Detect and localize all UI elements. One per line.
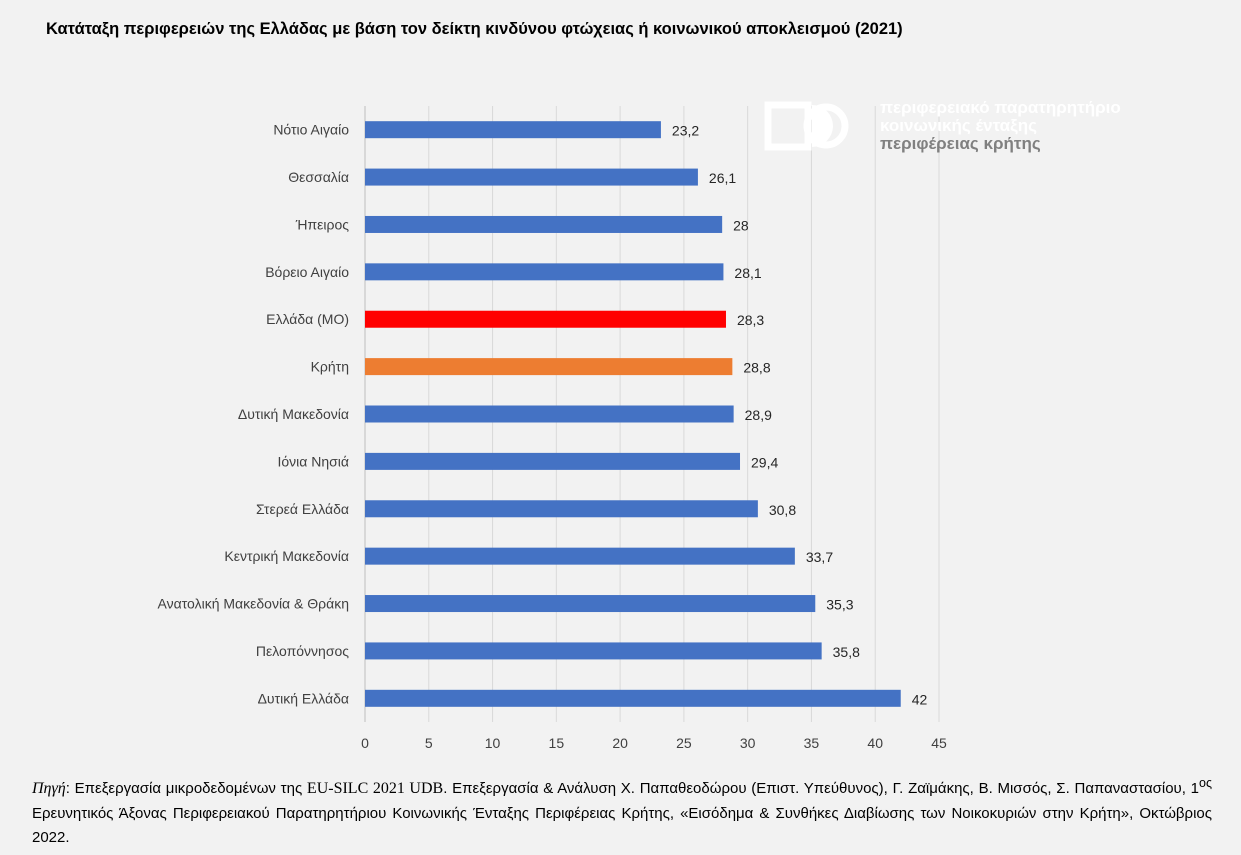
data-label: 26,1	[709, 170, 736, 186]
category-label: Νότιο Αιγαίο	[273, 122, 349, 138]
x-tick-label: 20	[612, 735, 628, 751]
bar	[365, 642, 822, 660]
bar	[365, 310, 726, 328]
logo-circle-mark	[803, 103, 849, 149]
category-label: Ήπειρος	[295, 216, 349, 232]
chart-title: Κατάταξη περιφερειών της Ελλάδας με βάση…	[46, 20, 903, 38]
data-label: 30,8	[769, 502, 796, 518]
data-label: 28,8	[743, 360, 770, 376]
bars	[365, 121, 901, 707]
x-tick-label: 35	[804, 735, 820, 751]
data-label: 35,8	[833, 644, 860, 660]
category-label: Πελοπόννησος	[256, 643, 349, 659]
x-tick-label: 40	[867, 735, 883, 751]
bar	[365, 500, 758, 518]
bar	[365, 121, 661, 139]
category-label: Ιόνια Νησιά	[277, 453, 349, 469]
bar	[365, 405, 734, 423]
bar	[365, 452, 741, 470]
chart-area: περιφερειακό παρατηρητήριο κοινωνικής έν…	[158, 98, 1121, 751]
value-labels: 23,2 26,1 28 28,1 28,3 28,8 28,9 29,4 30,8 33,7 35…	[672, 123, 928, 708]
bar	[365, 168, 698, 186]
logo-square-mark	[764, 101, 812, 151]
x-tick-label: 10	[485, 735, 501, 751]
category-label: Ανατολική Μακεδονία & Θράκη	[158, 596, 349, 612]
logo-line-2: κοινωνικής ένταξης	[880, 116, 1037, 135]
category-label: Θεσσαλία	[288, 169, 349, 185]
data-label: 35,3	[826, 597, 853, 613]
category-label: Δυτική Μακεδονία	[238, 406, 349, 422]
source-superscript: ος	[1199, 776, 1213, 790]
logo-line-3: περιφέρειας κρήτης	[880, 134, 1041, 153]
category-label: Κεντρική Μακεδονία	[224, 548, 349, 564]
data-label: 28	[733, 217, 749, 233]
category-label: Ελλάδα (ΜΟ)	[266, 311, 349, 327]
data-label: 28,9	[745, 407, 772, 423]
data-label: 33,7	[806, 549, 833, 565]
x-tick-label: 15	[549, 735, 565, 751]
source-dataset: EU-SILC 2021 UDB	[306, 780, 444, 797]
source-label: Πηγή	[32, 780, 66, 797]
source-text-2: . Επεξεργασία & Ανάλυση Χ. Παπαθεοδώρου …	[443, 780, 1200, 797]
bar	[365, 358, 733, 376]
bar	[365, 689, 901, 707]
x-axis-ticks: 0 5 10 15 20 25 30 35 40 45	[361, 735, 947, 751]
category-label: Δυτική Ελλάδα	[258, 690, 349, 706]
logo-line-1: περιφερειακό παρατηρητήριο	[880, 98, 1121, 117]
bar	[365, 595, 816, 613]
observatory-logo: περιφερειακό παρατηρητήριο κοινωνικής έν…	[764, 98, 1121, 153]
data-label: 29,4	[751, 454, 778, 470]
x-tick-label: 25	[676, 735, 692, 751]
category-label: Κρήτη	[311, 359, 349, 375]
source-text-1: : Επεξεργασία μικροδεδομένων της	[65, 780, 307, 797]
data-label: 42	[912, 691, 928, 707]
logo-half-circle-mark	[812, 105, 833, 147]
data-label: 28,1	[734, 265, 761, 281]
category-labels: Νότιο Αιγαίο Θεσσαλία Ήπειρος Βόρειο Αιγαίο…	[158, 122, 350, 707]
category-label: Βόρειο Αιγαίο	[265, 264, 349, 280]
source-text-3: Ερευνητικός Άξονας Περιφερειακού Παρατηρ…	[32, 804, 1212, 847]
bar	[365, 215, 723, 233]
x-tick-label: 0	[361, 735, 369, 751]
data-label: 28,3	[737, 312, 764, 328]
category-label: Στερεά Ελλάδα	[256, 501, 349, 517]
x-tick-label: 5	[425, 735, 433, 751]
source-note: Πηγή: Επεξεργασία μικροδεδομένων της EU-…	[32, 771, 1212, 851]
bar	[365, 547, 795, 565]
data-label: 23,2	[672, 123, 699, 139]
x-tick-label: 45	[931, 735, 947, 751]
x-tick-label: 30	[740, 735, 756, 751]
bar	[365, 263, 724, 281]
